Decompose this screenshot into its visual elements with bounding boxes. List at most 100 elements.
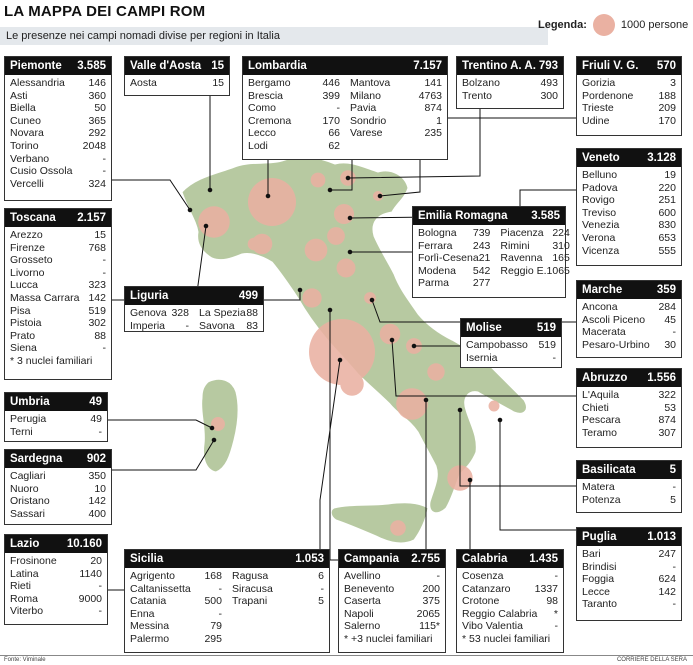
sicily-shape [330,502,429,544]
leader-line [347,109,481,179]
place-name: Benevento [344,582,395,595]
region-header: Sicilia 1.053 [125,550,329,568]
region-emilia: Emilia Romagna 3.585 Bologna 739 Ferrara 243 F… [412,206,570,298]
place-value: - [320,582,325,595]
place-value: 49 [90,413,102,425]
place-row: Massa Carrara 142 [10,292,106,305]
place-row: Arezzo 15 [10,229,106,242]
place-value: - [672,598,677,611]
leader-endpoint [347,249,353,255]
place-value: - [672,481,677,493]
place-name: Milano [350,89,381,102]
place-value: 365 [88,114,106,127]
place-value: 322 [658,389,676,401]
place-name: Rieti [10,580,32,593]
place-value: 324 [88,177,106,190]
region-total: 3.585 [531,210,560,222]
place-row: Brindisi - [582,561,676,574]
place-name: Bari [582,548,601,560]
place-name: Vercelli [10,177,44,190]
region-name: Sicilia [130,553,164,565]
place-row: Pavia 874 [350,102,442,115]
population-bubble [396,388,428,420]
population-bubble [302,288,322,308]
region-header: Molise 519 [461,319,561,337]
place-name: Potenza [582,493,621,506]
region-total: 499 [238,290,258,302]
leader-line [264,290,301,301]
place-name: Rovigo [582,194,615,207]
place-name: Firenze [10,241,46,254]
population-bubble [247,237,261,251]
place-row: Oristano 142 [10,495,106,508]
place-name: Forlì-Cesena [418,252,479,265]
place-value: 310 [552,239,570,252]
place-row: Belluno 19 [582,169,676,182]
place-row: Frosinone 20 [10,555,102,568]
place-value: - [185,319,190,332]
place-name: Siracusa [232,582,273,595]
region-name: Sardegna [10,453,63,465]
place-name: Torino [10,139,39,152]
place-row: Teramo 307 [582,427,676,440]
place-name: Siena [10,342,37,355]
region-column: Agrigento 168 Caltanissetta - Catania 500 Enna… [130,570,222,646]
region-note: * 3 nuclei familiari [10,354,93,367]
region-body: L'Aquila 322 Chieti 53 Pescara 874 Teramo 307 [577,387,681,441]
place-name: Messina [130,620,170,633]
population-bubble [336,258,356,278]
place-row: Cusio Ossola - [10,165,106,178]
place-value: 243 [472,239,491,252]
place-value: 302 [88,317,106,330]
place-row: Salerno 115* [344,620,440,633]
place-row: Como - [248,102,340,115]
place-row: Matera - [582,481,676,494]
place-row: Treviso 600 [582,207,676,220]
legend-bubble-icon [592,14,615,36]
bottom-rule [0,655,693,656]
place-name: Roma [10,592,39,605]
region-name: Lombardia [248,60,307,72]
place-value: 53 [664,401,676,414]
page-subtitle: Le presenze nei campi nomadi divise per … [0,27,548,45]
place-value: 1337 [534,582,558,595]
place-row: Lecce 142 [582,586,676,599]
place-value: 168 [204,570,222,582]
leader-endpoint [297,287,303,293]
place-row: Palermo 295 [130,633,222,646]
region-calabria: Calabria 1.435 Cosenza - Catanzaro 1337 Croton… [456,549,564,653]
place-name: Massa Carrara [10,291,80,304]
place-row: Chieti 53 [582,402,676,415]
place-value: 98 [546,595,558,608]
place-row: Siracusa - [232,583,324,596]
place-name: Oristano [10,495,50,508]
place-name: Asti [10,89,28,102]
place-value: 188 [658,89,676,102]
place-name: Pisa [10,304,31,317]
place-name: Ferrara [418,239,453,252]
place-name: Sondrio [350,114,387,127]
place-row: Ascoli Piceno 45 [582,314,676,327]
place-row: Piacenza 224 [500,227,569,240]
place-value: 1065 [546,264,570,277]
leader-endpoint [467,477,473,483]
place-value: 400 [88,507,106,520]
region-body: Matera - Potenza 5 [577,479,681,508]
leader-line [329,310,338,561]
place-value: 142 [88,495,106,508]
place-value: - [102,254,107,267]
region-total: 5 [669,464,676,476]
place-name: Agrigento [130,570,175,582]
region-body: Cagliari 350 Nuoro 10 Oristano 142 Sassari 400 [5,468,111,522]
place-name: Cremona [248,114,292,127]
place-row: Biella 50 [10,102,106,115]
region-total: 1.435 [529,553,558,565]
region-body: Cosenza - Catanzaro 1337 Crotone 98 Reggio Cal… [457,568,563,648]
place-value: 555 [658,244,676,257]
place-value: 277 [472,277,491,290]
population-bubble [304,238,328,262]
place-row: Bologna 739 [418,227,490,240]
place-row: Viterbo - [10,605,102,618]
place-name: Taranto [582,598,618,611]
